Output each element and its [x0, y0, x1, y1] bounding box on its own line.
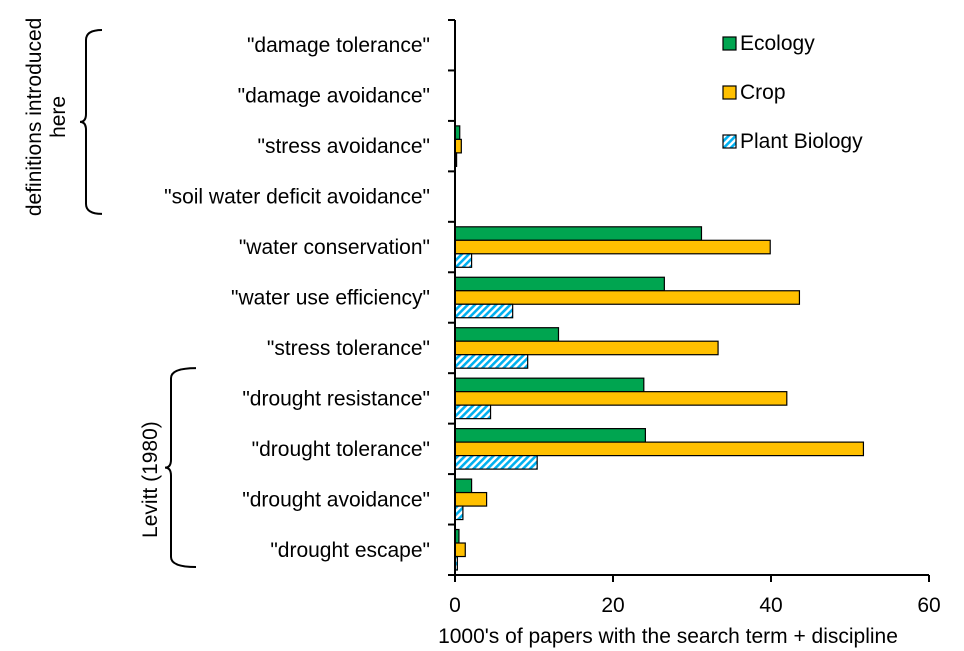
group-label-line: here	[47, 96, 70, 138]
category-label: "water conservation"	[239, 236, 430, 259]
bar-crop-8	[454, 441, 865, 457]
bar-crop-4	[454, 239, 771, 255]
x-tick-label: 0	[449, 594, 461, 617]
group-label-line: definitions introduced	[23, 18, 46, 216]
legend-label: Crop	[740, 81, 786, 104]
category-label: "drought avoidance"	[242, 488, 430, 511]
bar-plant-biology-6	[454, 354, 529, 369]
category-label: "drought resistance"	[242, 387, 430, 410]
bar-plant-biology-8	[454, 455, 538, 470]
category-label: "drought escape"	[270, 539, 430, 562]
category-label: "water use efficiency"	[231, 287, 430, 310]
bar-ecology-5	[454, 276, 665, 292]
group-annotations: definitions introduced here Levitt (1980)	[23, 18, 197, 568]
bar-crop-7	[454, 391, 788, 406]
x-tick-label: 20	[601, 594, 624, 617]
category-labels: "damage tolerance" "damage avoidance" "str…	[164, 34, 430, 562]
bar-plant-biology-5	[454, 303, 514, 319]
category-label: "drought tolerance"	[252, 438, 430, 461]
group-label-line: Levitt (1980)	[139, 421, 162, 538]
x-tick-label: 60	[917, 594, 940, 617]
bar-ecology-8	[454, 428, 646, 443]
brace-levitt	[164, 367, 197, 568]
category-label: "soil water deficit avoidance"	[164, 186, 430, 209]
legend-swatch-crop	[722, 85, 737, 100]
bar-plant-biology-7	[454, 404, 492, 420]
bar-crop-9	[454, 491, 488, 507]
legend-swatch-plant-biology	[722, 134, 737, 149]
bars-layer	[454, 125, 865, 571]
bar-crop-5	[454, 290, 801, 305]
legend: Ecology Crop Plant Biology	[722, 32, 863, 153]
category-label: "stress avoidance"	[258, 135, 431, 158]
x-axis-title: 1000's of papers with the search term + …	[438, 625, 898, 648]
legend-label: Plant Biology	[740, 130, 863, 153]
axes-layer	[448, 19, 930, 582]
category-label: "damage tolerance"	[247, 34, 430, 57]
group-label-levitt: Levitt (1980)	[139, 421, 162, 538]
category-label: "stress tolerance"	[267, 337, 430, 360]
x-tick-label: 40	[759, 594, 782, 617]
bar-ecology-6	[454, 327, 560, 342]
group-label-definitions: definitions introduced here	[23, 18, 70, 216]
bar-ecology-9	[454, 478, 473, 494]
tick-labels: 0 20 40 60	[449, 594, 941, 617]
category-label: "damage avoidance"	[238, 85, 430, 108]
bar-ecology-7	[454, 377, 645, 393]
legend-label: Ecology	[740, 32, 815, 55]
bar-crop-6	[454, 340, 719, 356]
brace-definitions	[79, 29, 103, 215]
bar-crop-10	[454, 542, 466, 558]
bar-plant-biology-4	[454, 253, 473, 268]
bar-plant-biology-9	[454, 505, 464, 521]
legend-swatch-ecology	[722, 36, 737, 51]
bar-ecology-4	[454, 226, 703, 241]
